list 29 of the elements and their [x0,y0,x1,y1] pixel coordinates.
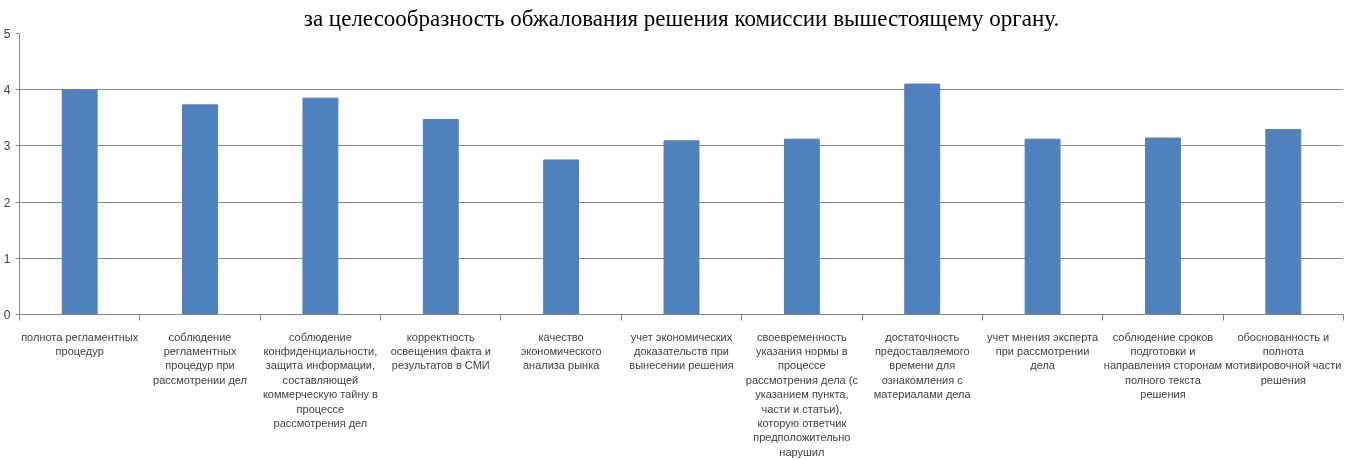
y-tick-label: 1 [3,251,11,266]
bar [904,83,941,315]
category-label: своевременность указания нормы в процессе рассмотрения дела (с указанием пункта, части и статьи), которую ответчик предположительно нарушил [745,330,858,458]
bar [543,159,580,315]
y-tick-label: 4 [3,83,11,98]
bar [1024,138,1061,315]
bar [61,89,98,315]
x-tick-label: соблюдение сроков подготовки и направления сторонам полного текста решения [1103,330,1223,401]
x-tick-label: учет мнения эксперта при рассмотрении дела [987,330,1100,372]
x-tick-label: качество экономического анализа рынка [520,330,602,372]
x-tick-label: корректность освещения факта и результатов в СМИ [390,330,491,372]
chart-title: за целесообразность обжалования решения комиссии вышестоящему органу. [303,5,1060,31]
bar [663,140,700,315]
y-tick-label: 5 [3,27,11,41]
y-tick-label: 3 [3,139,11,154]
bar [422,118,459,315]
bar [1265,129,1302,315]
x-tick-label: соблюдение конфиденциальности, защита информации, составляющей коммерческую тайну в процессе рассмотрения дел [262,330,379,429]
y-tick-label: 2 [3,195,11,210]
x-tick-label: полнота регламентных процедур [21,330,139,357]
bar [783,138,820,315]
x-tick-label: достаточность предоставляемого времени для ознакомления с материалами дела [873,330,972,401]
bar [1145,137,1181,315]
bar [302,97,339,315]
x-tick-label: учет экономических доказательств при вынесении решения [629,330,734,372]
x-tick-label: обоснованность и полнота мотивировочной части решения [1225,330,1342,386]
x-tick-label: соблюдение регламентных процедур при рассмотрении дел [153,330,248,386]
y-tick-label: 0 [3,308,11,322]
bar [182,104,218,315]
